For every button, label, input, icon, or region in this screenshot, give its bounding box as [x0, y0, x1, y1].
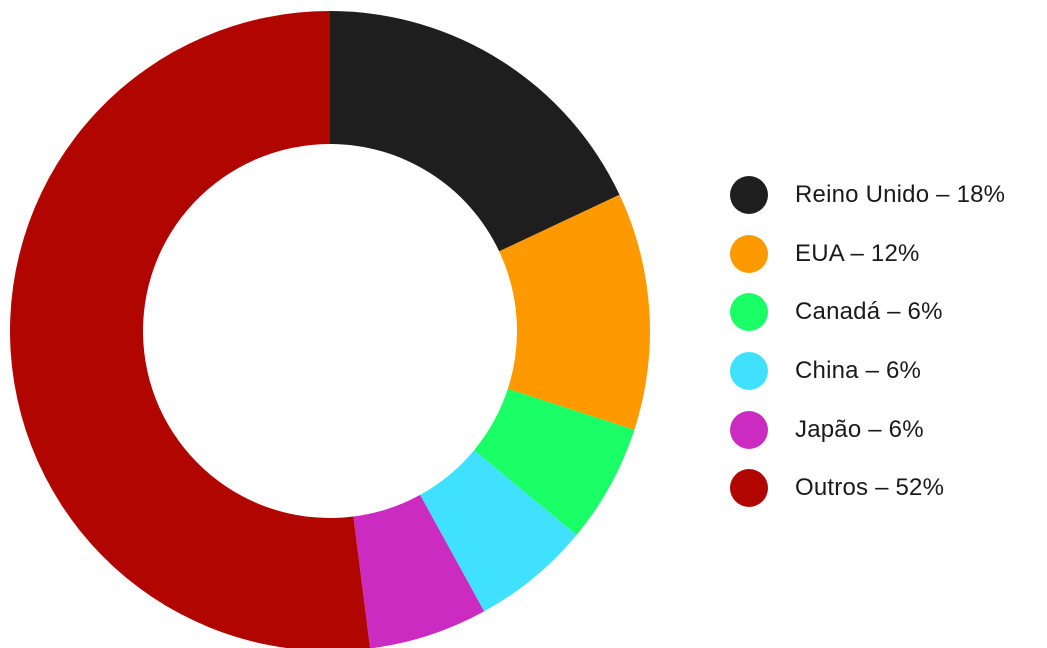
legend-item-china: China – 6% [730, 342, 1005, 401]
chart-legend: Reino Unido – 18% EUA – 12% Canadá – 6% … [730, 166, 1005, 518]
legend-item-outros: Outros – 52% [730, 459, 1005, 518]
legend-label-eua: EUA – 12% [795, 239, 920, 267]
legend-swatch-outros [730, 469, 768, 508]
legend-label-outros: Outros – 52% [795, 474, 945, 502]
slice-canada [474, 388, 635, 535]
legend-label-reino-unido: Reino Unido – 18% [795, 181, 1006, 209]
legend-swatch-japao [730, 410, 768, 449]
slice-reino-unido [330, 11, 620, 252]
legend-label-japao: Japão – 6% [795, 415, 924, 443]
legend-swatch-canada [730, 293, 768, 332]
legend-item-japao: Japão – 6% [730, 400, 1005, 459]
slice-china [420, 450, 577, 612]
legend-swatch-eua [730, 234, 768, 273]
slice-eua [499, 194, 650, 430]
legend-label-canada: Canadá – 6% [795, 298, 943, 326]
legend-item-reino-unido: Reino Unido – 18% [730, 166, 1005, 225]
slice-japao [353, 494, 485, 648]
legend-swatch-reino-unido [730, 176, 768, 215]
legend-label-china: China – 6% [795, 357, 922, 385]
legend-swatch-china [730, 352, 768, 391]
legend-item-canada: Canadá – 6% [730, 283, 1005, 342]
donut-slices [10, 11, 650, 648]
slice-outros [10, 11, 371, 648]
legend-item-eua: EUA – 12% [730, 225, 1005, 284]
